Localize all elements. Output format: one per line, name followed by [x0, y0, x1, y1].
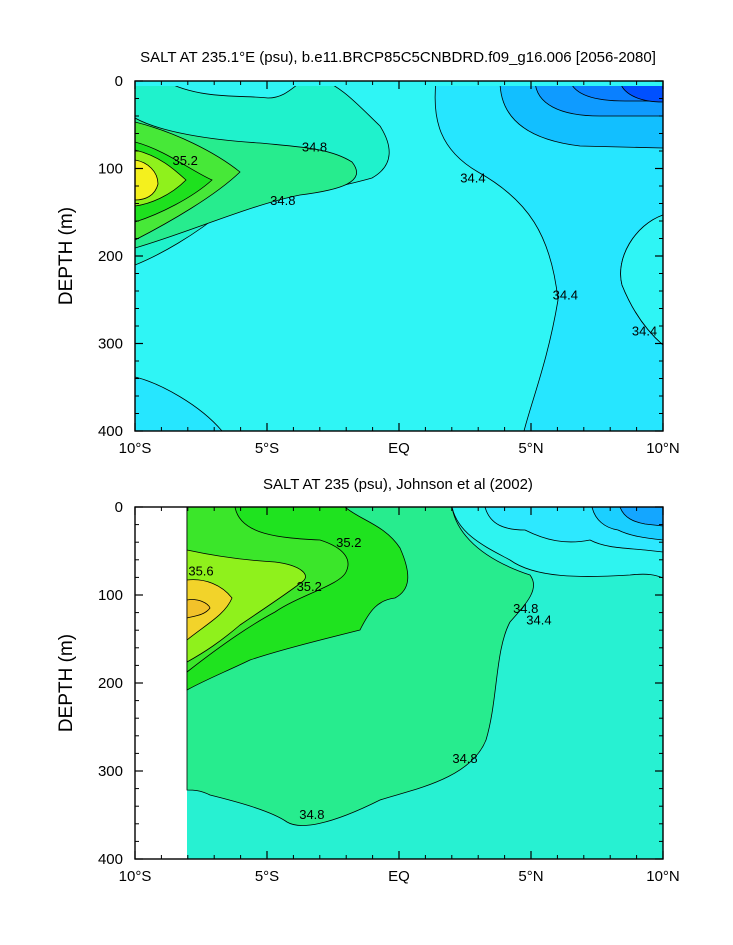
band-gt-35.6 — [186, 579, 233, 641]
y-tick-label: 100 — [98, 587, 123, 604]
contour-label: 35.2 — [173, 153, 198, 168]
panel-1-ylabel: DEPTH (m) — [56, 207, 77, 305]
panel-1-contour-labels: 35.2 34.8 34.8 34.4 34.4 34.4 — [173, 140, 658, 339]
contour-label: 34.8 — [270, 193, 295, 208]
x-tick-label: EQ — [388, 868, 410, 885]
x-tick-label: 10°S — [119, 868, 152, 885]
panel-1-axes: 10°S 5°S EQ 5°N 10°N 0 100 200 300 400 — [98, 73, 680, 457]
no-data-region — [135, 507, 187, 859]
x-tick-label: 10°S — [119, 440, 152, 457]
band-core-35.8 — [186, 599, 211, 619]
contour-label: 35.2 — [336, 535, 361, 550]
contour-label: 34.8 — [302, 140, 327, 155]
y-tick-label: 200 — [98, 248, 123, 265]
contour-label: 34.4 — [632, 323, 657, 338]
x-tick-label: 10°N — [646, 868, 680, 885]
panel-2-title: SALT AT 235 (psu), Johnson et al (2002) — [263, 476, 533, 493]
y-tick-label: 400 — [98, 851, 123, 868]
x-tick-label: 5°S — [255, 440, 279, 457]
x-tick-label: 5°N — [518, 868, 543, 885]
y-tick-label: 0 — [115, 73, 123, 90]
contour-label: 35.2 — [297, 579, 322, 594]
contour-label: 34.4 — [460, 170, 485, 185]
y-tick-label: 300 — [98, 763, 123, 780]
y-tick-label: 200 — [98, 675, 123, 692]
panel-1-plot-area — [135, 81, 663, 431]
panel-2-ylabel: DEPTH (m) — [56, 634, 77, 732]
contour-label: 34.4 — [553, 288, 578, 303]
y-tick-label: 400 — [98, 423, 123, 440]
band-34.4-34.6-pocket — [620, 214, 663, 346]
panel-1-title: SALT AT 235.1°E (psu), b.e11.BRCP85C5CNB… — [140, 49, 656, 66]
y-tick-label: 0 — [115, 499, 123, 516]
y-tick-label: 300 — [98, 336, 123, 353]
panel-2-axes: 10°S 5°S EQ 5°N 10°N 0 100 200 300 400 — [98, 499, 680, 885]
panel-2-plot-area — [135, 507, 663, 859]
band-lt-34.1 — [619, 507, 663, 527]
contour-label: 34.8 — [299, 807, 324, 822]
panel-obs-salinity: SALT AT 235 (psu), Johnson et al (2002) … — [56, 476, 680, 885]
panel-model-salinity: SALT AT 235.1°E (psu), b.e11.BRCP85C5CNB… — [56, 49, 680, 457]
panel-2-contour-labels: 35.235.635.234.834.434.834.8 — [188, 535, 551, 822]
x-tick-label: 5°N — [518, 440, 543, 457]
y-tick-label: 100 — [98, 161, 123, 178]
contour-label: 35.6 — [188, 563, 213, 578]
band-35.4-35.6 — [186, 549, 306, 663]
contour-label: 34.4 — [526, 613, 551, 628]
contour-label: 34.8 — [452, 751, 477, 766]
contour-label: 34.8 — [513, 601, 538, 616]
x-tick-label: 5°S — [255, 868, 279, 885]
band-gt-35.6 — [135, 159, 159, 201]
x-tick-label: EQ — [388, 440, 410, 457]
x-tick-label: 10°N — [646, 440, 680, 457]
